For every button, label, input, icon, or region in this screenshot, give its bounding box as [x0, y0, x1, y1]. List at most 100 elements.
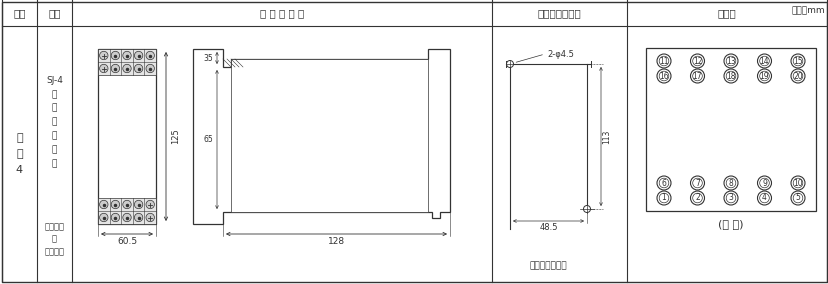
Text: 螺钉安装开孔图: 螺钉安装开孔图	[529, 262, 566, 270]
Circle shape	[692, 193, 701, 203]
Circle shape	[723, 54, 737, 68]
Text: 2-φ4.5: 2-φ4.5	[546, 49, 573, 59]
Text: 13: 13	[725, 57, 735, 66]
Text: 6: 6	[661, 179, 666, 187]
Text: 结构: 结构	[48, 8, 60, 18]
Text: 18: 18	[725, 72, 735, 80]
Circle shape	[757, 69, 771, 83]
Text: (正 视): (正 视)	[717, 219, 743, 229]
Circle shape	[723, 176, 737, 190]
Text: 4: 4	[761, 193, 766, 202]
Circle shape	[658, 193, 668, 203]
Circle shape	[725, 193, 735, 203]
Circle shape	[692, 178, 701, 188]
Circle shape	[146, 200, 154, 209]
Circle shape	[757, 54, 771, 68]
Circle shape	[123, 200, 131, 209]
Text: 9: 9	[761, 179, 766, 187]
Circle shape	[134, 51, 142, 60]
Circle shape	[790, 69, 804, 83]
Circle shape	[111, 64, 119, 73]
Circle shape	[690, 191, 704, 205]
Circle shape	[792, 56, 802, 66]
Circle shape	[758, 56, 768, 66]
Circle shape	[123, 213, 131, 222]
Circle shape	[111, 213, 119, 222]
Text: 外 形 尺 寸 图: 外 形 尺 寸 图	[259, 8, 304, 18]
Circle shape	[657, 54, 670, 68]
Circle shape	[690, 69, 704, 83]
Circle shape	[658, 71, 668, 81]
Circle shape	[146, 213, 154, 222]
Bar	[645, 48, 815, 211]
Text: 5: 5	[795, 193, 800, 202]
Circle shape	[690, 176, 704, 190]
Text: 11: 11	[658, 57, 668, 66]
Circle shape	[123, 64, 131, 73]
Text: 15: 15	[792, 57, 802, 66]
Text: 8: 8	[728, 179, 733, 187]
Circle shape	[134, 64, 142, 73]
Circle shape	[111, 200, 119, 209]
Text: 端子图: 端子图	[717, 8, 735, 18]
Circle shape	[725, 178, 735, 188]
Text: 10: 10	[792, 179, 802, 187]
Circle shape	[692, 56, 701, 66]
Text: 16: 16	[658, 72, 668, 80]
Circle shape	[790, 176, 804, 190]
Circle shape	[146, 64, 154, 73]
Text: 安装开孔尺寸图: 安装开孔尺寸图	[537, 8, 580, 18]
Circle shape	[134, 213, 142, 222]
Text: 14: 14	[758, 57, 768, 66]
Text: 128: 128	[328, 237, 344, 245]
Circle shape	[658, 56, 668, 66]
Circle shape	[583, 206, 590, 212]
Circle shape	[790, 54, 804, 68]
Text: 125: 125	[171, 129, 181, 144]
Bar	[98, 49, 156, 75]
Text: 3: 3	[728, 193, 733, 202]
Text: 19: 19	[758, 72, 768, 80]
Circle shape	[725, 71, 735, 81]
Text: 60.5: 60.5	[117, 237, 137, 245]
Circle shape	[790, 191, 804, 205]
Text: 图号: 图号	[13, 8, 26, 18]
Circle shape	[758, 193, 768, 203]
Text: 48.5: 48.5	[538, 222, 557, 231]
Text: 65: 65	[203, 135, 213, 144]
Circle shape	[757, 191, 771, 205]
Text: 7: 7	[694, 179, 699, 187]
Text: 2: 2	[695, 193, 699, 202]
Text: SJ-4
凸
出
式
前
接
线: SJ-4 凸 出 式 前 接 线	[46, 76, 63, 168]
Circle shape	[658, 178, 668, 188]
Circle shape	[657, 191, 670, 205]
Text: 35: 35	[203, 53, 213, 62]
Circle shape	[99, 200, 108, 209]
Circle shape	[692, 71, 701, 81]
Circle shape	[506, 60, 513, 68]
Circle shape	[657, 69, 670, 83]
Circle shape	[792, 178, 802, 188]
Text: 17: 17	[692, 72, 701, 80]
Bar	[98, 49, 156, 224]
Circle shape	[723, 191, 737, 205]
Text: 单位：mm: 单位：mm	[791, 6, 824, 15]
Text: 附
图
4: 附 图 4	[16, 133, 23, 176]
Text: 卡轨安装
或
螺钉安装: 卡轨安装 或 螺钉安装	[45, 222, 65, 256]
Circle shape	[99, 213, 108, 222]
Circle shape	[99, 64, 108, 73]
Circle shape	[99, 51, 108, 60]
Circle shape	[725, 56, 735, 66]
Text: 12: 12	[692, 57, 701, 66]
Circle shape	[757, 176, 771, 190]
Circle shape	[690, 54, 704, 68]
Circle shape	[146, 51, 154, 60]
Circle shape	[758, 178, 768, 188]
Circle shape	[657, 176, 670, 190]
Text: 20: 20	[792, 72, 802, 80]
Text: 1: 1	[661, 193, 666, 202]
Circle shape	[723, 69, 737, 83]
Bar	[231, 59, 427, 212]
Circle shape	[111, 51, 119, 60]
Polygon shape	[193, 49, 450, 224]
